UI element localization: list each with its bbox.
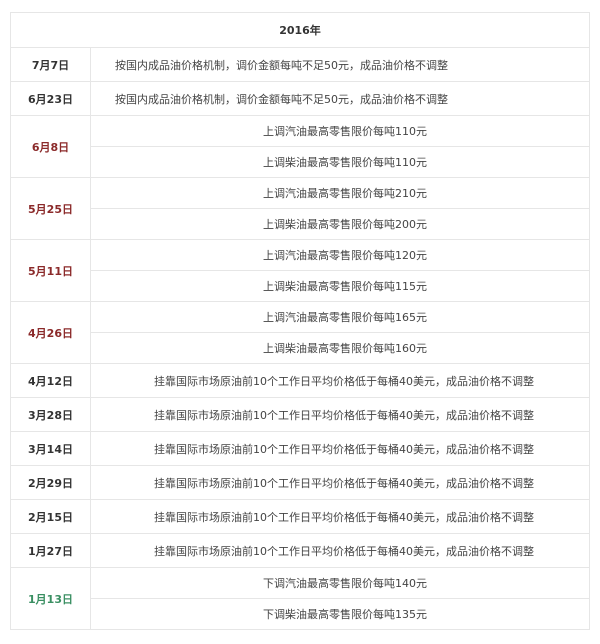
- table-row: 上调柴油最高零售限价每吨115元: [11, 270, 590, 302]
- date-cell: 4月12日: [10, 363, 91, 398]
- date-cell: 6月8日: [10, 115, 91, 178]
- table-row: 4月12日 挂靠国际市场原油前10个工作日平均价格低于每桶40美元，成品油价格不调…: [10, 363, 590, 398]
- table-row: 上调柴油最高零售限价每吨160元: [11, 332, 590, 364]
- adjustment-text-cell: 下调汽油最高零售限价每吨140元: [90, 567, 590, 599]
- adjustment-text-cell: 按国内成品油价格机制，调价金额每吨不足50元，成品油价格不调整: [90, 81, 590, 116]
- adjustment-text-cell: 上调柴油最高零售限价每吨110元: [90, 146, 590, 178]
- adjustment-text-cell: 上调汽油最高零售限价每吨165元: [90, 301, 590, 333]
- adjustment-text-cell: 挂靠国际市场原油前10个工作日平均价格低于每桶40美元，成品油价格不调整: [90, 499, 590, 534]
- date-cell: 3月14日: [10, 431, 91, 466]
- adjustment-text-cell: 挂靠国际市场原油前10个工作日平均价格低于每桶40美元，成品油价格不调整: [90, 363, 590, 398]
- adjustment-text-cell: 上调柴油最高零售限价每吨200元: [90, 208, 590, 240]
- table-row: 6月23日 按国内成品油价格机制，调价金额每吨不足50元，成品油价格不调整: [10, 81, 590, 116]
- year-header: 2016年: [10, 12, 590, 48]
- date-cell: 1月27日: [10, 533, 91, 568]
- table-row: 5月25日 上调汽油最高零售限价每吨210元: [10, 177, 590, 240]
- adjustment-text-cell: 上调汽油最高零售限价每吨110元: [90, 115, 590, 147]
- table-row: 3月14日 挂靠国际市场原油前10个工作日平均价格低于每桶40美元，成品油价格不调…: [10, 431, 590, 466]
- adjustment-text-cell: 下调柴油最高零售限价每吨135元: [90, 598, 590, 630]
- table-row: 6月8日 上调汽油最高零售限价每吨110元: [10, 115, 590, 178]
- date-cell: 5月11日: [10, 239, 91, 302]
- date-cell: 4月26日: [10, 301, 91, 364]
- table-row: 1月13日 下调汽油最高零售限价每吨140元: [10, 567, 590, 630]
- adjustment-text-cell: 按国内成品油价格机制，调价金额每吨不足50元，成品油价格不调整: [90, 47, 590, 82]
- adjustment-text-cell: 挂靠国际市场原油前10个工作日平均价格低于每桶40美元，成品油价格不调整: [90, 465, 590, 500]
- table-row: 4月26日 上调汽油最高零售限价每吨165元: [10, 301, 590, 364]
- table-row: 上调柴油最高零售限价每吨110元: [11, 146, 590, 178]
- table-row: 3月28日 挂靠国际市场原油前10个工作日平均价格低于每桶40美元，成品油价格不调…: [10, 397, 590, 432]
- adjustment-text-cell: 挂靠国际市场原油前10个工作日平均价格低于每桶40美元，成品油价格不调整: [90, 533, 590, 568]
- adjustment-text-cell: 上调汽油最高零售限价每吨120元: [90, 239, 590, 271]
- adjustment-text-cell: 挂靠国际市场原油前10个工作日平均价格低于每桶40美元，成品油价格不调整: [90, 431, 590, 466]
- table-row: 下调柴油最高零售限价每吨135元: [11, 598, 590, 630]
- date-cell: 3月28日: [10, 397, 91, 432]
- date-cell: 2月15日: [10, 499, 91, 534]
- date-cell: 2月29日: [10, 465, 91, 500]
- table-header-row: 2016年: [10, 12, 590, 48]
- table-row: 2月15日 挂靠国际市场原油前10个工作日平均价格低于每桶40美元，成品油价格不调…: [10, 499, 590, 534]
- adjustment-text-cell: 上调汽油最高零售限价每吨210元: [90, 177, 590, 209]
- date-cell: 6月23日: [10, 81, 91, 116]
- adjustment-text-cell: 上调柴油最高零售限价每吨160元: [90, 332, 590, 364]
- table-row: 5月11日 上调汽油最高零售限价每吨120元: [10, 239, 590, 302]
- table-row: 7月7日 按国内成品油价格机制，调价金额每吨不足50元，成品油价格不调整: [10, 47, 590, 82]
- price-adjustment-table: 2016年 7月7日 按国内成品油价格机制，调价金额每吨不足50元，成品油价格不调…: [10, 12, 590, 630]
- table-row: 1月27日 挂靠国际市场原油前10个工作日平均价格低于每桶40美元，成品油价格不调…: [10, 533, 590, 568]
- table-row: 2月29日 挂靠国际市场原油前10个工作日平均价格低于每桶40美元，成品油价格不调…: [10, 465, 590, 500]
- table-row: 上调柴油最高零售限价每吨200元: [11, 208, 590, 240]
- date-cell: 7月7日: [10, 47, 91, 82]
- date-cell: 5月25日: [10, 177, 91, 240]
- adjustment-text-cell: 上调柴油最高零售限价每吨115元: [90, 270, 590, 302]
- date-cell: 1月13日: [10, 567, 91, 630]
- adjustment-text-cell: 挂靠国际市场原油前10个工作日平均价格低于每桶40美元，成品油价格不调整: [90, 397, 590, 432]
